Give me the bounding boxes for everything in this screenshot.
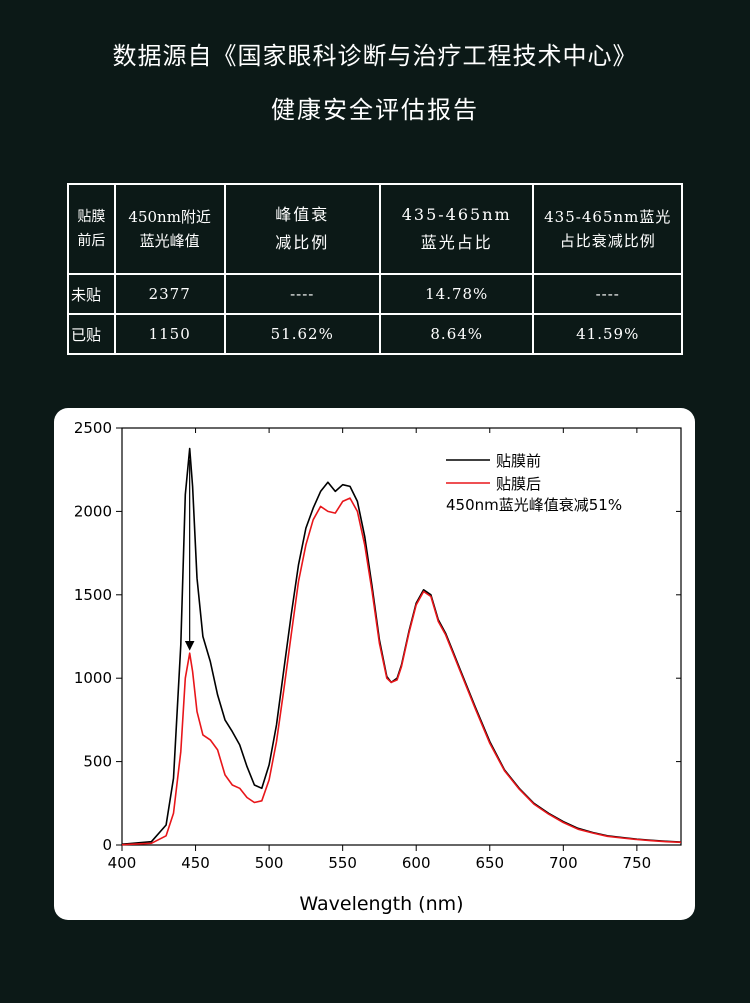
y-tick-label: 2000 xyxy=(74,502,112,520)
legend-label: 贴膜前 xyxy=(496,452,541,470)
y-tick-label: 2500 xyxy=(74,419,112,437)
table-cell: 已贴 xyxy=(67,313,116,355)
spectrum-chart-card: 400 450 500 550 600 650 700 750 0 500 1000 1500 2000… xyxy=(54,408,695,920)
x-tick-label: 600 xyxy=(402,854,431,872)
table-header-row: 贴膜 前后 450nm附近 蓝光峰值 峰值衰 减比例 435-465nm 蓝光占… xyxy=(67,183,683,275)
x-tick-label: 400 xyxy=(108,854,137,872)
page-title: 数据源自《国家眼科诊断与治疗工程技术中心》 xyxy=(112,42,638,70)
page-subtitle: 健康安全评估报告 xyxy=(271,96,479,124)
x-axis-label: Wavelength (nm) xyxy=(299,893,463,915)
table-row: 未贴 2377 ---- 14.78% ---- xyxy=(67,273,683,315)
y-tick-label: 500 xyxy=(83,753,112,771)
legend-label: 贴膜后 xyxy=(496,475,541,493)
table-cell: 14.78% xyxy=(378,273,535,315)
plot-frame xyxy=(121,427,682,846)
y-tick-label: 0 xyxy=(102,836,112,854)
table-cell: 未贴 xyxy=(67,273,116,315)
table-header-cell: 贴膜 前后 xyxy=(67,183,116,275)
table-cell: 8.64% xyxy=(378,313,535,355)
x-tick-label: 650 xyxy=(475,854,504,872)
table-header-cell: 450nm附近 蓝光峰值 xyxy=(113,183,226,275)
table-cell: 51.62% xyxy=(223,313,381,355)
comparison-table: 贴膜 前后 450nm附近 蓝光峰值 峰值衰 减比例 435-465nm 蓝光占… xyxy=(67,183,683,355)
table-cell: ---- xyxy=(223,273,381,315)
table-cell: 1150 xyxy=(113,313,226,355)
legend-note: 450nm蓝光峰值衰减51% xyxy=(446,496,622,514)
x-tick-label: 500 xyxy=(255,854,284,872)
table-header-cell: 435-465nm蓝光 占比衰减比例 xyxy=(532,183,683,275)
y-tick-label: 1500 xyxy=(74,586,112,604)
table-header-cell: 435-465nm 蓝光占比 xyxy=(378,183,535,275)
series-line-after xyxy=(121,497,682,846)
table-cell: 41.59% xyxy=(532,313,683,355)
x-tick-label: 550 xyxy=(328,854,357,872)
x-tick-label: 450 xyxy=(181,854,210,872)
spectrum-chart: 400 450 500 550 600 650 700 750 0 500 1000 1500 2000… xyxy=(74,419,682,915)
x-tick-label: 700 xyxy=(549,854,578,872)
table-cell: 2377 xyxy=(113,273,226,315)
x-tick-label: 750 xyxy=(623,854,652,872)
y-tick-label: 1000 xyxy=(74,669,112,687)
table-header-cell: 峰值衰 减比例 xyxy=(223,183,381,275)
table-row: 已贴 1150 51.62% 8.64% 41.59% xyxy=(67,313,683,355)
table-cell: ---- xyxy=(532,273,683,315)
